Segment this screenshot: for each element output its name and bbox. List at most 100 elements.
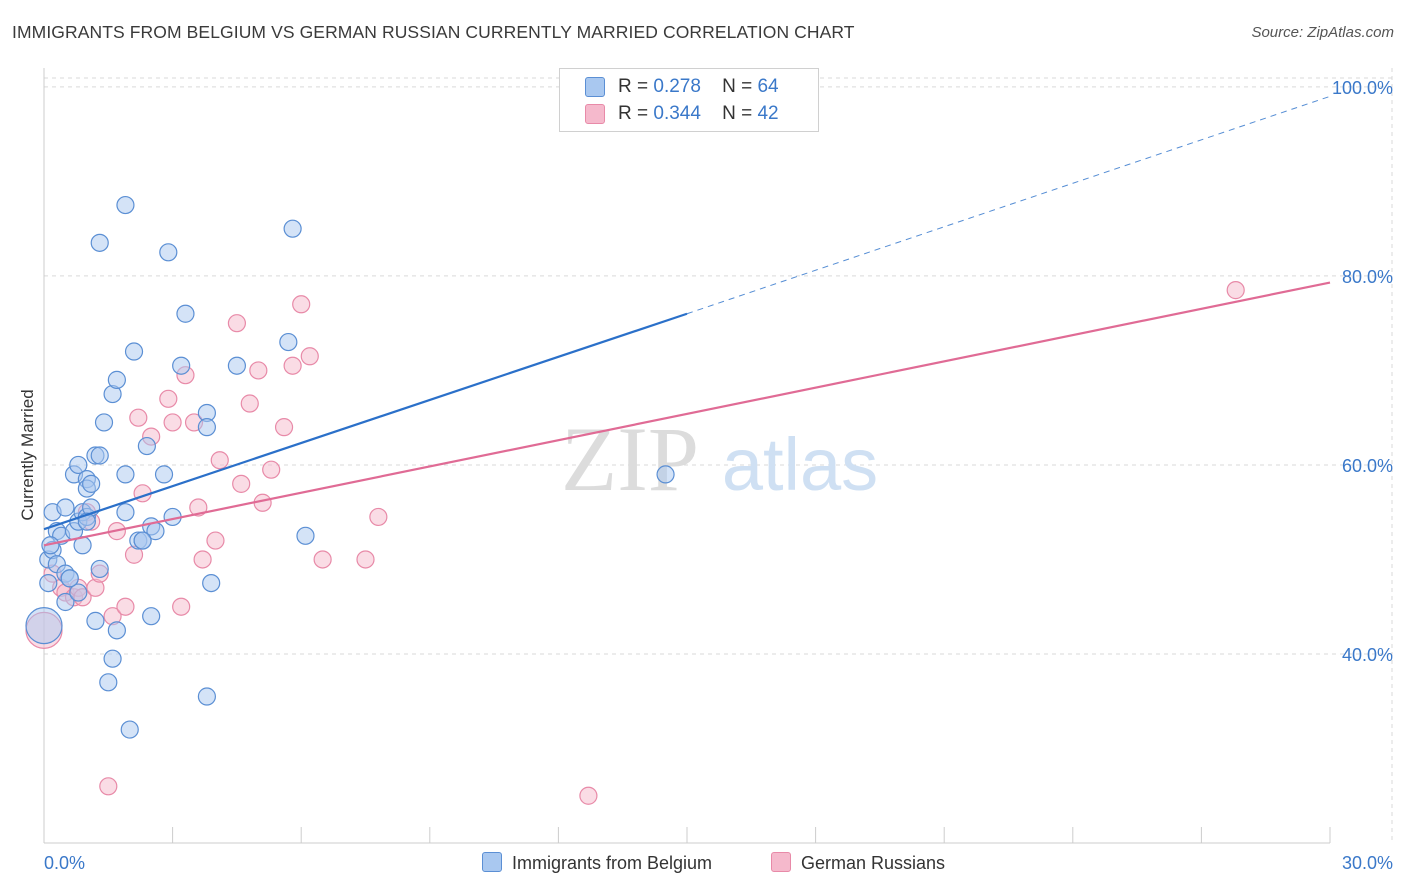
trend-lines bbox=[43, 95, 1331, 547]
point-german-russians bbox=[240, 394, 259, 413]
point-german-russians bbox=[116, 597, 135, 616]
point-immigrants-from-belgium bbox=[172, 356, 191, 375]
point-immigrants-from-belgium bbox=[99, 673, 118, 692]
point-german-russians bbox=[249, 361, 268, 380]
trend-line-blue bbox=[43, 312, 688, 531]
point-german-russians bbox=[579, 786, 598, 805]
point-immigrants-from-belgium bbox=[279, 332, 298, 352]
y-tick-label: 80.0% bbox=[1342, 267, 1393, 287]
point-immigrants-from-belgium bbox=[142, 607, 161, 626]
x-tick-label: 0.0% bbox=[44, 853, 85, 873]
legend-n-label: N = bbox=[722, 103, 753, 124]
point-german-russians bbox=[369, 507, 388, 527]
point-german-russians bbox=[262, 460, 281, 479]
point-immigrants-from-belgium bbox=[56, 498, 75, 517]
point-german-russians bbox=[206, 531, 225, 550]
legend-r-value: 0.278 bbox=[653, 76, 701, 97]
y-tick-label: 40.0% bbox=[1342, 645, 1393, 665]
legend-r-value: 0.344 bbox=[653, 103, 701, 124]
point-german-russians bbox=[193, 550, 212, 569]
point-immigrants-from-belgium bbox=[197, 418, 216, 437]
watermark-zip: ZIP bbox=[561, 408, 699, 510]
point-immigrants-from-belgium bbox=[56, 592, 75, 612]
series-immigrants-from-belgium bbox=[25, 195, 675, 739]
point-immigrants-from-belgium bbox=[154, 465, 174, 484]
axes: 40.0% 60.0% 80.0% 100.0% 0.0% 30.0% bbox=[43, 68, 1393, 873]
point-german-russians bbox=[227, 314, 246, 333]
point-german-russians bbox=[189, 498, 208, 517]
grid-lines bbox=[44, 68, 1393, 843]
bottom-legend-label-blue: Immigrants from Belgium bbox=[512, 853, 713, 873]
legend-swatch-pink bbox=[585, 104, 605, 124]
point-german-russians bbox=[356, 550, 375, 569]
point-german-russians bbox=[210, 451, 229, 470]
point-immigrants-from-belgium bbox=[107, 370, 126, 389]
point-immigrants-from-belgium bbox=[82, 474, 101, 493]
point-immigrants-from-belgium bbox=[69, 583, 88, 602]
bottom-legend-item-pink: German Russians bbox=[771, 852, 945, 874]
chart-title: IMMIGRANTS FROM BELGIUM VS GERMAN RUSSIA… bbox=[12, 22, 855, 42]
point-immigrants-from-belgium bbox=[39, 573, 58, 593]
y-tick-label: 100.0% bbox=[1332, 78, 1393, 98]
source-label: Source: ZipAtlas.com bbox=[1251, 24, 1394, 41]
watermark: ZIP atlas bbox=[561, 408, 878, 510]
series-german-russians bbox=[25, 281, 1245, 805]
trend-line-pink bbox=[43, 281, 1331, 547]
point-immigrants-from-belgium bbox=[86, 611, 105, 630]
bottom-legend-swatch-pink bbox=[771, 852, 791, 872]
point-immigrants-from-belgium bbox=[283, 219, 302, 238]
point-german-russians bbox=[283, 356, 302, 375]
point-immigrants-from-belgium bbox=[25, 607, 63, 645]
point-german-russians bbox=[300, 347, 319, 366]
legend-n-value: 64 bbox=[757, 76, 779, 97]
y-axis-label: Currently Married bbox=[18, 389, 37, 520]
point-immigrants-from-belgium bbox=[90, 233, 109, 252]
point-immigrants-from-belgium bbox=[124, 342, 144, 361]
legend-swatch-blue bbox=[585, 77, 605, 97]
point-immigrants-from-belgium bbox=[176, 304, 195, 323]
legend-n-value: 42 bbox=[757, 103, 779, 124]
point-immigrants-from-belgium bbox=[296, 526, 315, 545]
point-german-russians bbox=[313, 550, 332, 569]
point-immigrants-from-belgium bbox=[120, 720, 139, 739]
trend-line-blue-extension bbox=[686, 95, 1331, 315]
point-immigrants-from-belgium bbox=[94, 413, 114, 432]
y-tick-label: 60.0% bbox=[1342, 456, 1393, 476]
point-german-russians bbox=[159, 389, 178, 408]
point-german-russians bbox=[274, 418, 294, 437]
point-immigrants-from-belgium bbox=[116, 503, 135, 522]
point-german-russians bbox=[163, 413, 182, 432]
point-immigrants-from-belgium bbox=[107, 621, 126, 640]
point-immigrants-from-belgium bbox=[133, 531, 152, 550]
legend: R = 0.278 N = 64 R = 0.344 N = 42 bbox=[559, 68, 819, 132]
point-immigrants-from-belgium bbox=[137, 436, 156, 456]
legend-r-label: R = bbox=[618, 76, 649, 97]
point-immigrants-from-belgium bbox=[116, 465, 135, 484]
point-immigrants-from-belgium bbox=[90, 559, 109, 579]
point-german-russians bbox=[99, 777, 118, 796]
point-immigrants-from-belgium bbox=[60, 569, 79, 588]
point-immigrants-from-belgium bbox=[227, 356, 246, 375]
bottom-legend-label-pink: German Russians bbox=[801, 853, 946, 873]
legend-r-label: R = bbox=[618, 103, 649, 124]
point-immigrants-from-belgium bbox=[116, 195, 135, 215]
bottom-legend-swatch-blue bbox=[482, 852, 502, 872]
point-german-russians bbox=[232, 474, 251, 493]
point-immigrants-from-belgium bbox=[202, 573, 221, 593]
point-german-russians bbox=[1226, 281, 1245, 300]
point-immigrants-from-belgium bbox=[656, 465, 675, 484]
bottom-legend-item-blue: Immigrants from Belgium bbox=[482, 852, 712, 874]
point-german-russians bbox=[292, 295, 311, 314]
watermark-atlas: atlas bbox=[722, 423, 878, 506]
x-tick-label: 30.0% bbox=[1342, 853, 1393, 873]
point-immigrants-from-belgium bbox=[159, 243, 178, 262]
point-german-russians bbox=[129, 408, 148, 427]
point-immigrants-from-belgium bbox=[197, 687, 216, 706]
point-immigrants-from-belgium bbox=[69, 455, 88, 475]
point-immigrants-from-belgium bbox=[41, 536, 60, 555]
legend-n-label: N = bbox=[722, 76, 753, 97]
point-immigrants-from-belgium bbox=[103, 649, 122, 668]
point-german-russians bbox=[172, 597, 191, 616]
point-immigrants-from-belgium bbox=[90, 446, 109, 465]
